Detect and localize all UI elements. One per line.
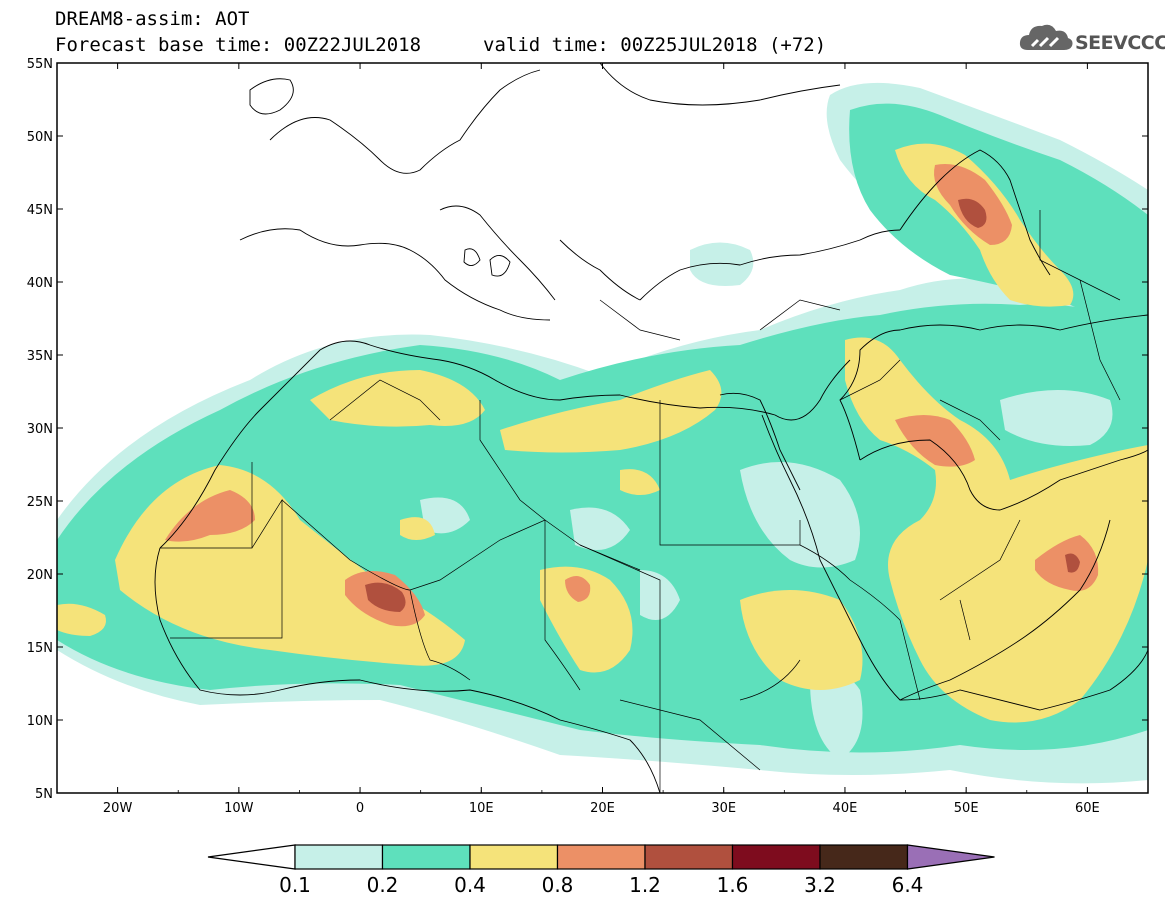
country-borders xyxy=(160,210,1121,793)
aot-level-1.2 xyxy=(365,198,1080,612)
colorbar-label: 0.1 xyxy=(279,873,311,897)
colorbar-swatch xyxy=(644,844,734,870)
lat-tick-label: 45N xyxy=(27,203,53,218)
lon-tick-label: 10W xyxy=(224,801,254,816)
coastlines xyxy=(154,63,1148,793)
colorbar-label: 3.2 xyxy=(804,873,836,897)
lon-tick-label: 60E xyxy=(1075,801,1100,816)
colorbar-swatch xyxy=(381,844,471,870)
lon-tick-label: 20E xyxy=(590,801,615,816)
lat-tick-label: 10N xyxy=(27,714,53,729)
lon-tick-label: 20W xyxy=(103,801,133,816)
colorbar-swatch xyxy=(294,844,384,870)
forecast-base-time: Forecast base time: 00Z22JUL2018 xyxy=(55,34,422,56)
lat-tick-label: 50N xyxy=(27,130,53,145)
colorbar-over-triangle xyxy=(906,844,995,870)
lat-tick-label: 30N xyxy=(27,422,53,437)
colorbar-label: 0.2 xyxy=(367,873,399,897)
aot-field xyxy=(57,63,1148,793)
lat-tick-label: 5N xyxy=(35,787,53,802)
colorbar-swatch xyxy=(469,844,559,870)
colorbar: 0.1 0.2 0.4 0.8 1.2 1.6 3.2 6.4 xyxy=(207,844,995,897)
valid-time: valid time: 00Z25JUL2018 (+72) xyxy=(483,34,827,56)
logo-text: SEEVCCC xyxy=(1075,32,1165,54)
colorbar-label: 0.8 xyxy=(542,873,574,897)
colorbar-swatch xyxy=(556,844,646,870)
lon-tick-label: 10E xyxy=(469,801,494,816)
colorbar-under-triangle xyxy=(207,844,296,870)
colorbar-label: 1.6 xyxy=(717,873,749,897)
axis-ticks: 20W 10W 0 10E 20E 30E 40E 50E 60E 55N 50N 45N 40N 35N… xyxy=(27,57,1149,816)
lon-tick-label: 40E xyxy=(833,801,858,816)
lon-tick-label: 50E xyxy=(954,801,979,816)
lat-tick-label: 55N xyxy=(27,57,53,72)
lon-tick-label: 0 xyxy=(356,801,364,816)
lon-tick-label: 30E xyxy=(711,801,736,816)
colorbar-label: 1.2 xyxy=(629,873,661,897)
colorbar-label: 6.4 xyxy=(892,873,924,897)
chart-title: DREAM8-assim: AOT xyxy=(55,8,250,30)
lat-tick-label: 20N xyxy=(27,568,53,583)
colorbar-swatch xyxy=(819,844,909,870)
lat-tick-label: 35N xyxy=(27,349,53,364)
lat-tick-label: 25N xyxy=(27,495,53,510)
lat-tick-label: 40N xyxy=(27,276,53,291)
colorbar-swatch xyxy=(731,844,821,870)
cloud-icon xyxy=(1019,24,1073,50)
lat-tick-label: 15N xyxy=(27,641,53,656)
colorbar-label: 0.4 xyxy=(454,873,486,897)
seevccc-logo: SEEVCCC xyxy=(1018,20,1165,60)
